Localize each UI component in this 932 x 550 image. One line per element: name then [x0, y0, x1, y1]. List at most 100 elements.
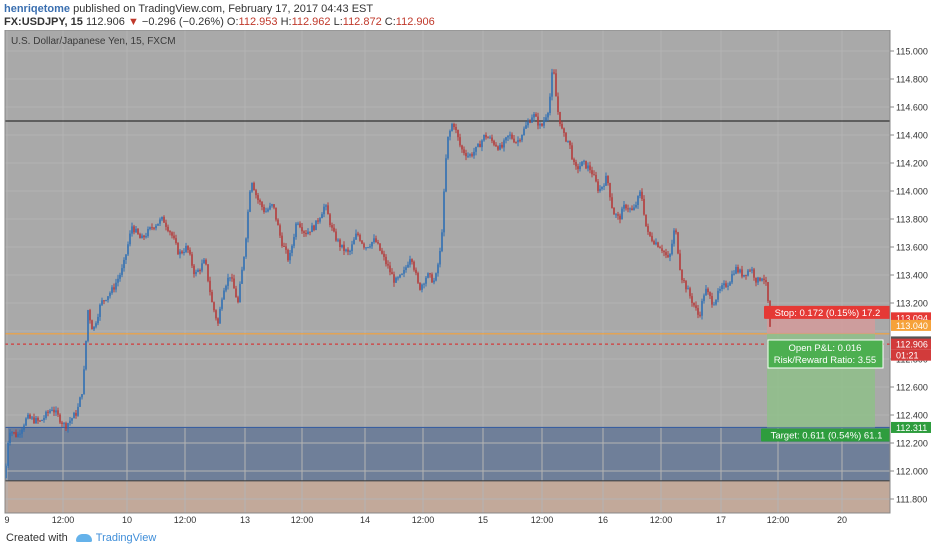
candle-body	[217, 318, 219, 324]
candle-body	[633, 207, 635, 210]
candle-body	[641, 191, 643, 199]
candle-body	[15, 432, 17, 437]
candle-body	[189, 249, 191, 255]
candle-body	[139, 234, 141, 239]
x-tick-label: 9	[4, 515, 9, 525]
candle-body	[677, 232, 679, 254]
candle-body	[495, 144, 497, 147]
candle-body	[563, 128, 565, 133]
candle-body	[405, 267, 407, 270]
candle-body	[49, 410, 51, 413]
candle-body	[751, 269, 753, 271]
candle-body	[173, 235, 175, 239]
candle-body	[675, 230, 677, 233]
candle-body	[351, 244, 353, 251]
candle-body	[433, 280, 435, 283]
candle-body	[467, 155, 469, 157]
candle-body	[131, 226, 133, 234]
publish-line: henriqetome published on TradingView.com…	[4, 3, 373, 15]
candle-body	[415, 269, 417, 274]
chart-container[interactable]: Stop: 0.172 (0.15%) 17.2 Open P&L: 0.016 R…	[0, 29, 932, 528]
candle-body	[357, 233, 359, 235]
x-tick-label: 17	[716, 515, 726, 525]
candle-body	[101, 300, 103, 305]
candle-body	[315, 220, 317, 231]
price-chart[interactable]: Stop: 0.172 (0.15%) 17.2 Open P&L: 0.016R…	[0, 29, 932, 528]
candle-body	[407, 264, 409, 268]
y-tick-label: 113.200	[896, 299, 928, 309]
candle-body	[241, 269, 243, 284]
candle-body	[271, 204, 273, 206]
candle-body	[735, 267, 737, 274]
price-label: 112.311	[896, 423, 927, 433]
candle-body	[345, 249, 347, 251]
plot-frame	[4, 29, 891, 514]
candle-body	[551, 72, 553, 97]
candle-body	[509, 134, 511, 136]
ohlc-o-label: O:	[226, 16, 239, 28]
candle-body	[349, 250, 351, 252]
candle-body	[107, 296, 109, 301]
candle-body	[639, 191, 641, 197]
candle-body	[503, 140, 505, 148]
candle-body	[149, 227, 151, 229]
down-arrow-icon: ▼	[127, 16, 139, 28]
candle-body	[97, 316, 99, 324]
candle-body	[115, 282, 117, 290]
footer-brand[interactable]: TradingView	[95, 532, 157, 544]
candle-body	[9, 432, 11, 444]
candle-body	[311, 225, 313, 233]
candle-body	[273, 204, 275, 208]
candle-body	[455, 127, 457, 131]
candle-body	[369, 246, 371, 248]
author-link[interactable]: henriqetome	[4, 3, 71, 15]
candle-body	[301, 227, 303, 232]
candle-body	[141, 235, 143, 239]
candle-body	[181, 251, 183, 253]
candle-body	[261, 202, 263, 207]
candle-body	[547, 112, 549, 118]
y-tick-label: 111.800	[896, 495, 927, 505]
candle-body	[347, 249, 349, 252]
candle-body	[185, 245, 187, 253]
candle-body	[333, 227, 335, 232]
symbol-name[interactable]: FX:USDJPY, 15	[4, 16, 83, 28]
candle-body	[209, 280, 211, 293]
candle-body	[493, 140, 495, 145]
candle-body	[87, 310, 89, 341]
chart-title: U.S. Dollar/Japanese Yen, 15, FXCM	[11, 36, 176, 47]
candle-body	[359, 234, 361, 241]
candle-body	[471, 154, 473, 156]
candle-body	[47, 411, 49, 413]
candle-body	[201, 263, 203, 271]
candle-body	[197, 270, 199, 272]
candle-body	[377, 242, 379, 244]
candle-body	[165, 222, 167, 227]
candle-body	[519, 140, 521, 142]
candle-body	[481, 140, 483, 148]
candle-body	[589, 165, 591, 171]
candle-body	[457, 130, 459, 138]
candle-body	[577, 166, 579, 170]
candle-body	[593, 174, 595, 176]
candle-body	[281, 235, 283, 247]
candle-body	[659, 247, 661, 249]
x-tick-label: 14	[360, 515, 370, 525]
candle-body	[759, 277, 761, 281]
candle-body	[743, 274, 745, 277]
candle-body	[31, 417, 33, 419]
candle-body	[245, 238, 247, 257]
candle-body	[445, 158, 447, 192]
candle-body	[629, 208, 631, 210]
candle-body	[599, 188, 601, 191]
candle-body	[741, 269, 743, 277]
candle-body	[11, 432, 13, 434]
candle-body	[269, 205, 271, 210]
candle-body	[653, 241, 655, 245]
pnl-label: Open P&L: 0.016	[789, 343, 862, 354]
candle-body	[13, 432, 15, 434]
stop-zone	[767, 317, 875, 334]
candle-body	[765, 280, 767, 283]
ohlc-c-label: C:	[384, 16, 396, 28]
candle-body	[91, 320, 93, 330]
